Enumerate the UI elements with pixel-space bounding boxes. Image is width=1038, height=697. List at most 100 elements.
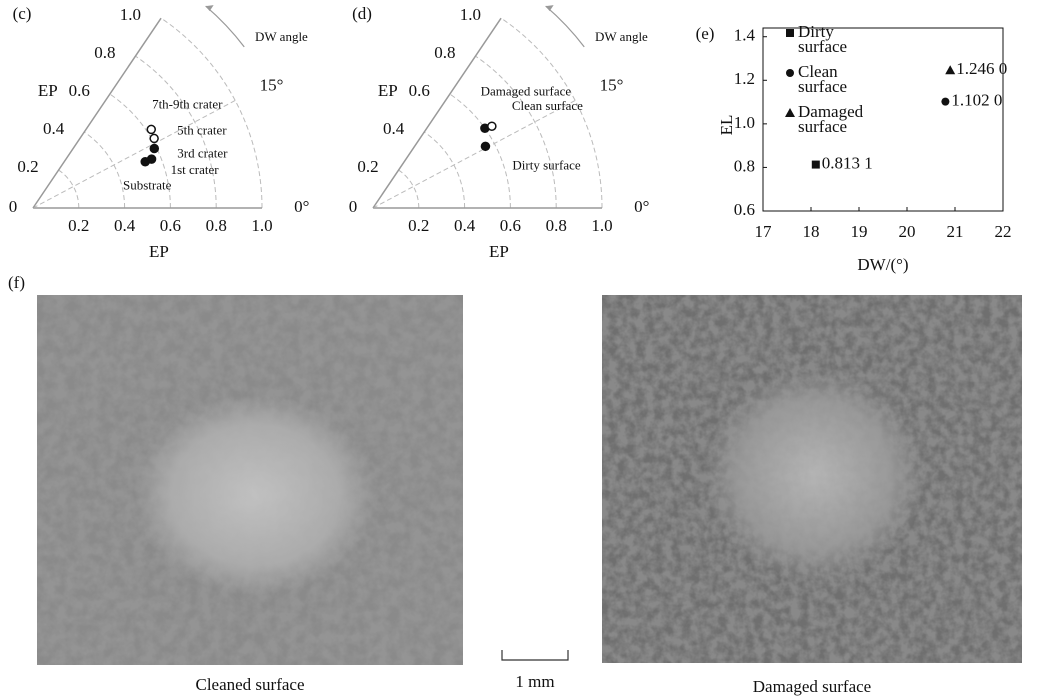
r-tick-label: 0.6 <box>409 81 430 100</box>
panel-label: (e) <box>696 24 715 43</box>
r-tick-label: 1.0 <box>460 5 481 24</box>
r-tick-label: 0.2 <box>68 216 89 235</box>
r-tick-label: 0.6 <box>500 216 521 235</box>
annotation: DW angle <box>255 29 308 44</box>
theta-tick-label: 30° <box>178 0 202 1</box>
r-tick-label: 1.0 <box>251 216 272 235</box>
r-tick-label: 0.4 <box>43 119 65 138</box>
panel-label: (c) <box>13 4 32 23</box>
axis-line <box>372 17 502 209</box>
data-point <box>941 97 950 106</box>
value-label: 0.813 1 <box>822 153 873 172</box>
x-axis-label: EP <box>489 242 509 261</box>
legend-marker <box>786 69 794 77</box>
arrow-head <box>545 5 554 12</box>
image-caption: Damaged surface <box>753 677 871 696</box>
r-tick-label: 0.8 <box>206 216 227 235</box>
plot-frame <box>762 27 1004 212</box>
y-tick-label: 0.6 <box>734 200 755 219</box>
point-label: 7th-9th crater <box>152 96 223 111</box>
scale-bar-label: 1 mm <box>515 672 554 691</box>
r-tick-label: 0.2 <box>357 157 378 176</box>
r-tick-label: 0.6 <box>69 81 90 100</box>
y-tick-label: 0.8 <box>734 156 755 175</box>
y-tick-label: 1.0 <box>734 113 755 132</box>
grid-line <box>32 100 236 209</box>
grid-arc <box>135 55 217 209</box>
r-axis-label: EP <box>38 81 58 100</box>
point-label: Clean surface <box>512 98 583 113</box>
data-point <box>149 143 160 154</box>
scale-bar <box>501 650 569 661</box>
annotation: DW angle <box>595 29 648 44</box>
theta-tick-label: 0° <box>294 197 309 216</box>
panel-label: (f) <box>8 273 25 292</box>
r-tick-label: 0.6 <box>160 216 181 235</box>
point-label: Dirty surface <box>512 157 580 172</box>
point-label: Damaged surface <box>481 83 572 98</box>
x-axis-label: EP <box>149 242 169 261</box>
panel-label: (d) <box>352 4 372 23</box>
r-tick-label: 0 <box>349 197 358 216</box>
grid-arc <box>475 55 557 209</box>
legend-marker <box>786 29 794 37</box>
x-tick-label: 20 <box>899 222 916 241</box>
legend-entry: Dirty surface <box>798 22 848 56</box>
r-tick-label: 0.4 <box>383 119 405 138</box>
data-point <box>146 124 157 135</box>
point-label: 1st crater <box>171 162 220 177</box>
annotation-arrow <box>545 5 585 48</box>
legend-marker <box>785 108 795 117</box>
r-tick-label: 1.0 <box>120 5 141 24</box>
r-axis-label: EP <box>378 81 398 100</box>
arrow-head <box>205 5 214 12</box>
x-tick-label: 21 <box>947 222 964 241</box>
grid-arc <box>160 17 263 209</box>
grid-arc <box>58 169 80 209</box>
x-tick-label: 17 <box>755 222 773 241</box>
data-point <box>149 133 159 144</box>
annotation-arrow <box>205 5 245 48</box>
x-tick-label: 18 <box>803 222 820 241</box>
grid-line <box>372 100 576 209</box>
r-tick-label: 0.4 <box>454 216 476 235</box>
y-axis-label: EL <box>717 115 736 136</box>
r-tick-label: 0.4 <box>114 216 136 235</box>
data-point <box>146 154 157 164</box>
data-point <box>945 65 956 75</box>
y-tick-label: 1.4 <box>734 26 756 45</box>
x-tick-label: 19 <box>851 222 868 241</box>
theta-tick-label: 15° <box>260 75 284 94</box>
r-tick-label: 1.0 <box>591 216 612 235</box>
legend-entry: Clean surface <box>798 62 848 96</box>
r-tick-label: 0.8 <box>94 43 115 62</box>
y-tick-label: 1.2 <box>734 69 755 88</box>
point-label: 5th crater <box>177 122 227 137</box>
r-tick-label: 0.8 <box>434 43 455 62</box>
theta-tick-label: 15° <box>600 75 624 94</box>
data-point <box>480 141 491 152</box>
grid-arc <box>398 169 420 209</box>
r-tick-label: 0.8 <box>546 216 567 235</box>
micrograph-damaged <box>602 295 1022 663</box>
legend-entry: Damaged surface <box>798 102 864 136</box>
point-label: 3rd crater <box>177 145 228 160</box>
axis-line <box>32 17 162 209</box>
value-label: 1.102 0 <box>951 91 1002 110</box>
x-axis-label: DW/(°) <box>857 255 908 274</box>
micrograph-cleaned <box>37 295 463 665</box>
x-tick-label: 22 <box>995 222 1012 241</box>
theta-tick-label: 30° <box>518 0 542 1</box>
data-point <box>487 121 497 131</box>
point-label: Substrate <box>123 178 172 193</box>
r-tick-label: 0 <box>9 197 18 216</box>
grid-arc <box>500 17 603 209</box>
r-tick-label: 0.2 <box>408 216 429 235</box>
r-tick-label: 0.2 <box>17 157 38 176</box>
value-label: 1.246 0 <box>956 59 1007 78</box>
data-point <box>811 160 820 169</box>
image-caption: Cleaned surface <box>195 675 304 694</box>
theta-tick-label: 0° <box>634 197 649 216</box>
